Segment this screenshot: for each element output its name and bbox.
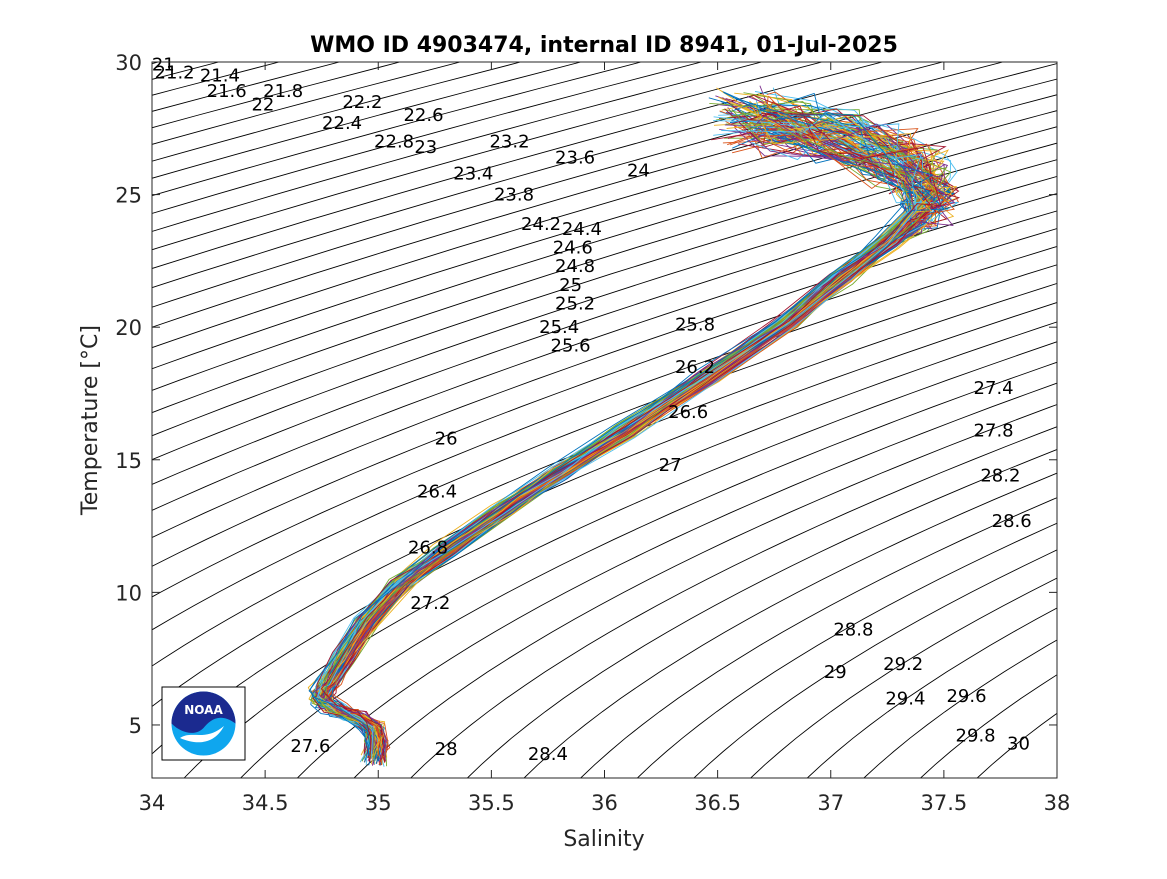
isopycnal-label: 28.4: [528, 744, 568, 765]
y-tick-label: 10: [115, 581, 142, 605]
isopycnal-label: 29.8: [956, 726, 996, 747]
y-tick-label: 30: [115, 51, 142, 75]
isopycnal-label: 23.6: [555, 148, 595, 169]
isopycnal-label: 30: [1007, 734, 1030, 755]
x-tick-label: 34.5: [242, 791, 289, 815]
isopycnal-label: 26: [435, 429, 458, 450]
isopycnal-label: 26.2: [675, 357, 715, 378]
isopycnal-label: 22.6: [403, 105, 443, 126]
isopycnal-label: 25.8: [675, 315, 715, 336]
isopycnal-label: 27.8: [974, 421, 1014, 442]
y-tick-label: 20: [115, 316, 142, 340]
isopycnal-label: 22: [251, 94, 274, 115]
isopycnal-label: 25.2: [555, 293, 595, 314]
x-tick-label: 37: [817, 791, 844, 815]
y-tick-label: 25: [115, 184, 142, 208]
x-tick-label: 35: [365, 791, 392, 815]
isopycnal-label: 29.6: [946, 686, 986, 707]
x-tick-label: 36.5: [694, 791, 741, 815]
isopycnal-label: 28.2: [980, 466, 1020, 487]
x-tick-label: 38: [1044, 791, 1071, 815]
isopycnal-label: 27.6: [290, 736, 330, 757]
x-tick-label: 36: [591, 791, 618, 815]
isopycnal-label: 29.2: [883, 654, 923, 675]
isopycnal-label: 29.4: [885, 688, 925, 709]
isopycnal-label: 27: [659, 455, 682, 476]
isopycnal-label: 26.8: [408, 537, 448, 558]
chart-title: WMO ID 4903474, internal ID 8941, 01-Jul…: [310, 33, 898, 58]
x-tick-label: 34: [139, 791, 166, 815]
isopycnal-label: 27.2: [410, 593, 450, 614]
isopycnal-label: 22.4: [322, 113, 362, 134]
isopycnal-label: 23.2: [489, 132, 529, 153]
noaa-logo: NOAA: [162, 687, 245, 760]
isopycnal-label: 22.2: [342, 92, 382, 113]
y-tick-label: 15: [115, 449, 142, 473]
isopycnal-label: 24: [627, 161, 650, 182]
x-tick-label: 35.5: [468, 791, 515, 815]
isopycnal-label: 23.4: [453, 163, 493, 184]
isopycnal-label: 23: [414, 137, 437, 158]
isopycnal-label: 25.6: [551, 336, 591, 357]
isopycnal-label: 23.8: [494, 185, 534, 206]
y-tick-label: 5: [129, 714, 142, 738]
isopycnal-label: 27.4: [974, 378, 1014, 399]
isopycnal-label: 28.8: [833, 620, 873, 641]
isopycnal-label: 26.6: [668, 402, 708, 423]
isopycnal-label: 21.6: [207, 81, 247, 102]
logo-text: NOAA: [184, 703, 223, 717]
isopycnal-label: 28.6: [992, 511, 1032, 532]
x-tick-label: 37.5: [920, 791, 967, 815]
isopycnal-label: 22.8: [374, 132, 414, 153]
x-axis-label: Salinity: [563, 827, 644, 852]
y-axis-label: Temperature [°C]: [78, 325, 103, 516]
isopycnal-label: 26.4: [417, 482, 457, 503]
isopycnal-label: 21.2: [155, 63, 195, 84]
isopycnal-label: 29: [824, 662, 847, 683]
isopycnal-label: 28: [435, 739, 458, 760]
isopycnal-label: 24.2: [521, 214, 561, 235]
